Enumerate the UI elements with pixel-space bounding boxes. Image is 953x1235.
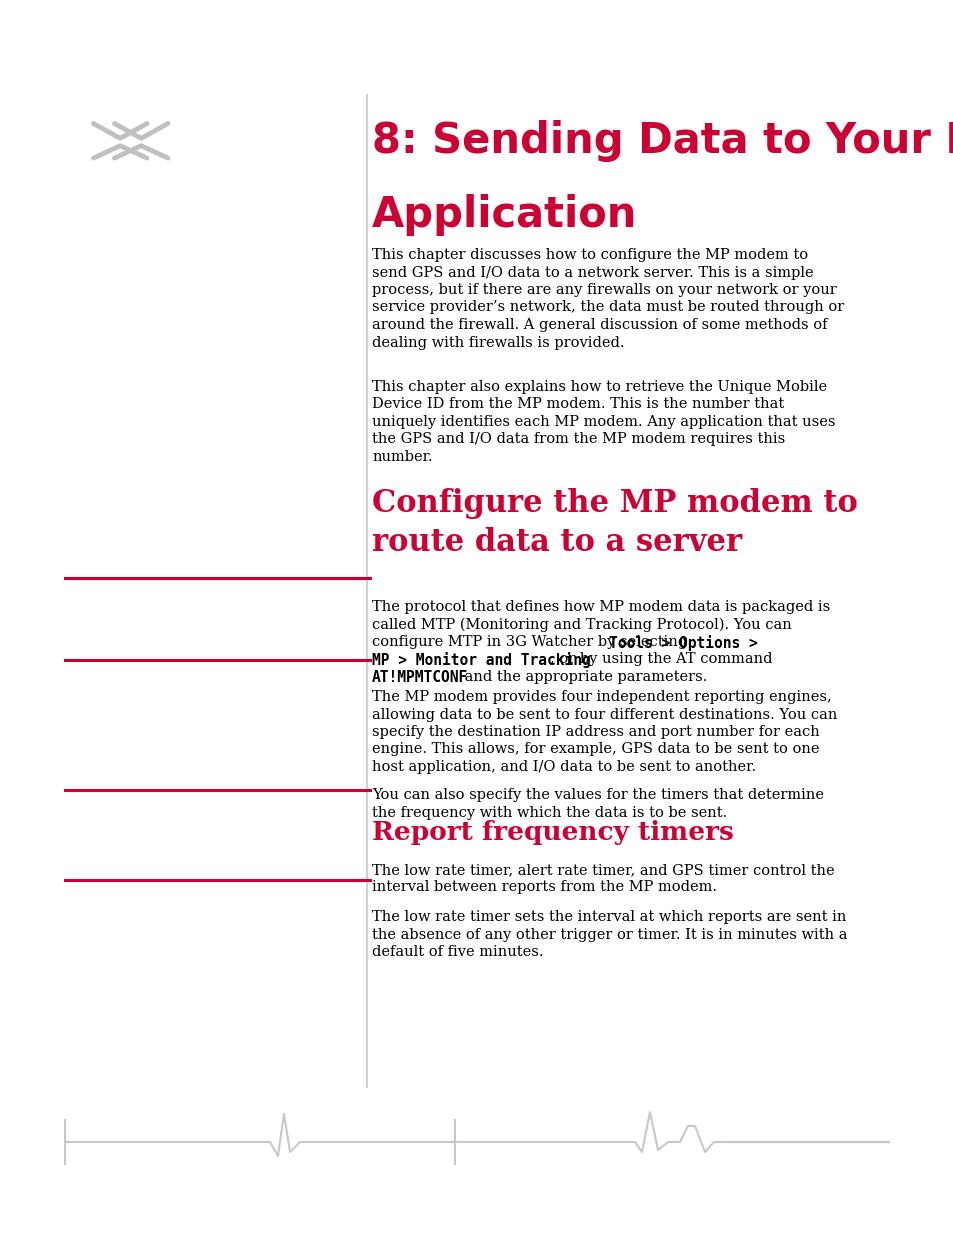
Text: This chapter discusses how to configure the MP modem to: This chapter discusses how to configure … bbox=[372, 248, 807, 262]
Text: default of five minutes.: default of five minutes. bbox=[372, 945, 543, 960]
Text: Report frequency timers: Report frequency timers bbox=[372, 820, 733, 845]
Text: The protocol that defines how MP modem data is packaged is: The protocol that defines how MP modem d… bbox=[372, 600, 829, 614]
Text: send GPS and I/O data to a network server. This is a simple: send GPS and I/O data to a network serve… bbox=[372, 266, 813, 279]
Text: This chapter also explains how to retrieve the Unique Mobile: This chapter also explains how to retrie… bbox=[372, 380, 826, 394]
Text: Application: Application bbox=[372, 194, 637, 236]
Text: Configure the MP modem to: Configure the MP modem to bbox=[372, 488, 857, 519]
Text: 8: Sending Data to Your Network: 8: Sending Data to Your Network bbox=[372, 120, 953, 162]
Text: The low rate timer, alert rate timer, and GPS timer control the: The low rate timer, alert rate timer, an… bbox=[372, 863, 834, 877]
Text: engine. This allows, for example, GPS data to be sent to one: engine. This allows, for example, GPS da… bbox=[372, 742, 819, 757]
Text: the GPS and I/O data from the MP modem requires this: the GPS and I/O data from the MP modem r… bbox=[372, 432, 784, 447]
Text: configure MTP in 3G Watcher by selecting: configure MTP in 3G Watcher by selecting bbox=[372, 635, 691, 650]
Text: , or by using the AT command: , or by using the AT command bbox=[550, 652, 772, 667]
Text: service provider’s network, the data must be routed through or: service provider’s network, the data mus… bbox=[372, 300, 843, 315]
Text: around the firewall. A general discussion of some methods of: around the firewall. A general discussio… bbox=[372, 317, 826, 332]
Text: AT!MPMTCONF: AT!MPMTCONF bbox=[372, 671, 468, 685]
Text: the absence of any other trigger or timer. It is in minutes with a: the absence of any other trigger or time… bbox=[372, 927, 846, 941]
Text: dealing with firewalls is provided.: dealing with firewalls is provided. bbox=[372, 336, 624, 350]
Text: The MP modem provides four independent reporting engines,: The MP modem provides four independent r… bbox=[372, 690, 831, 704]
Text: interval between reports from the MP modem.: interval between reports from the MP mod… bbox=[372, 881, 717, 894]
Text: number.: number. bbox=[372, 450, 433, 464]
Text: and the appropriate parameters.: and the appropriate parameters. bbox=[459, 671, 707, 684]
Text: You can also specify the values for the timers that determine: You can also specify the values for the … bbox=[372, 788, 823, 802]
Text: allowing data to be sent to four different destinations. You can: allowing data to be sent to four differe… bbox=[372, 708, 837, 721]
Text: process, but if there are any firewalls on your network or your: process, but if there are any firewalls … bbox=[372, 283, 836, 296]
Text: called MTP (Monitoring and Tracking Protocol). You can: called MTP (Monitoring and Tracking Prot… bbox=[372, 618, 791, 632]
Text: MP > Monitor and Tracking: MP > Monitor and Tracking bbox=[372, 652, 590, 668]
Text: route data to a server: route data to a server bbox=[372, 527, 741, 558]
Text: uniquely identifies each MP modem. Any application that uses: uniquely identifies each MP modem. Any a… bbox=[372, 415, 835, 429]
Text: Tools > Options >: Tools > Options > bbox=[608, 635, 757, 651]
Text: the frequency with which the data is to be sent.: the frequency with which the data is to … bbox=[372, 805, 726, 820]
Text: The low rate timer sets the interval at which reports are sent in: The low rate timer sets the interval at … bbox=[372, 910, 845, 924]
Text: host application, and I/O data to be sent to another.: host application, and I/O data to be sen… bbox=[372, 760, 756, 774]
Text: specify the destination IP address and port number for each: specify the destination IP address and p… bbox=[372, 725, 819, 739]
Text: Device ID from the MP modem. This is the number that: Device ID from the MP modem. This is the… bbox=[372, 398, 783, 411]
